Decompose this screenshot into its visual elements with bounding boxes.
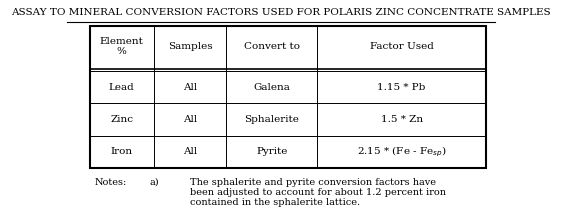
FancyBboxPatch shape xyxy=(90,26,486,168)
Text: Sphalerite: Sphalerite xyxy=(244,115,300,124)
Text: Factor Used: Factor Used xyxy=(370,42,433,51)
Text: All: All xyxy=(183,82,197,92)
Text: 2.15 * (Fe - Fe$_{sp}$): 2.15 * (Fe - Fe$_{sp}$) xyxy=(357,145,447,159)
Text: All: All xyxy=(183,147,197,156)
Text: Galena: Galena xyxy=(253,82,291,92)
Text: Convert to: Convert to xyxy=(244,42,300,51)
Text: All: All xyxy=(183,115,197,124)
Text: Zinc: Zinc xyxy=(110,115,133,124)
Text: Element
%: Element % xyxy=(100,36,144,56)
Text: 1.5 * Zn: 1.5 * Zn xyxy=(380,115,423,124)
Text: ASSAY TO MINERAL CONVERSION FACTORS USED FOR POLARIS ZINC CONCENTRATE SAMPLES: ASSAY TO MINERAL CONVERSION FACTORS USED… xyxy=(11,8,551,17)
Text: Samples: Samples xyxy=(167,42,212,51)
Text: Notes:: Notes: xyxy=(94,178,126,187)
Text: Pyrite: Pyrite xyxy=(256,147,288,156)
Text: Lead: Lead xyxy=(109,82,134,92)
Text: a): a) xyxy=(149,178,158,187)
Text: The sphalerite and pyrite conversion factors have
been adjusted to account for a: The sphalerite and pyrite conversion fac… xyxy=(190,178,446,207)
Text: Iron: Iron xyxy=(111,147,133,156)
Text: 1.15 * Pb: 1.15 * Pb xyxy=(378,82,426,92)
